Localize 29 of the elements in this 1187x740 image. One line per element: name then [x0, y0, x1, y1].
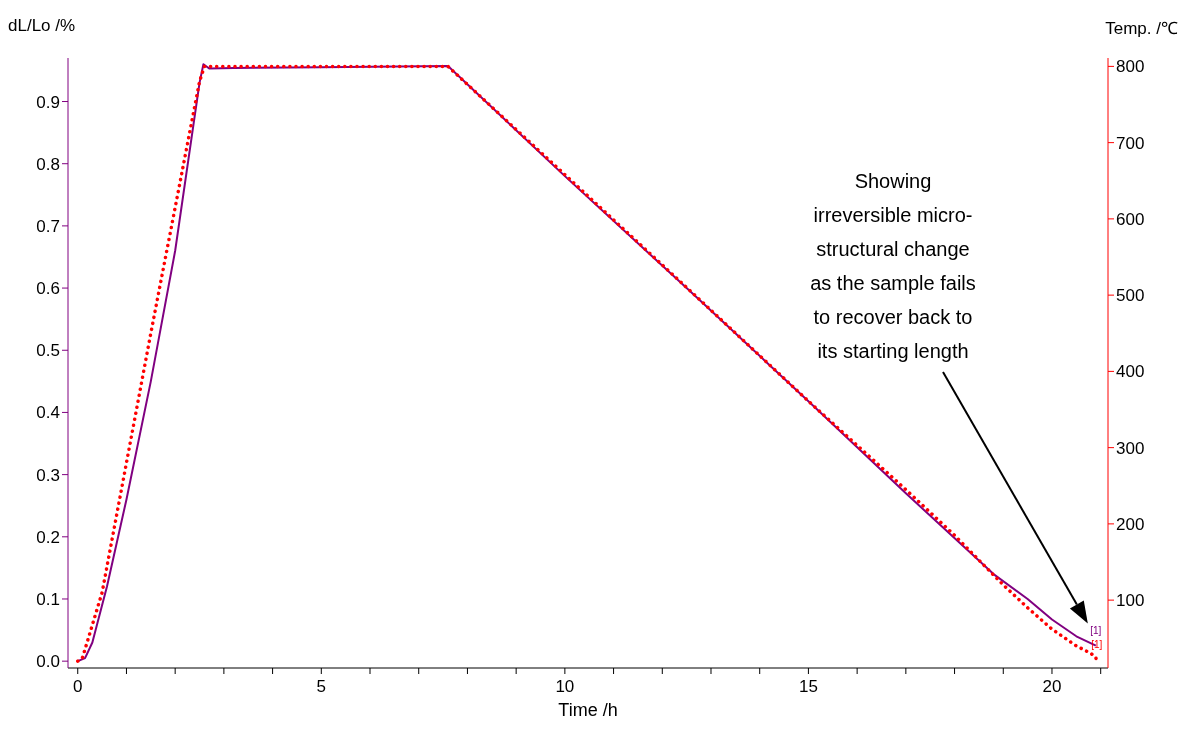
- y2-tick-label: 100: [1116, 591, 1145, 611]
- y2-tick-label: 400: [1116, 362, 1145, 382]
- y-tick-label: 0.2: [36, 527, 60, 547]
- y2-tick-label: 600: [1116, 209, 1145, 229]
- annotation: [1]: [1090, 624, 1102, 636]
- y2-tick-label: 200: [1116, 514, 1145, 534]
- y-tick-label: 0.6: [36, 279, 60, 299]
- annotation: [1]: [1091, 638, 1103, 650]
- y-axis-title: dL/Lo /%: [8, 16, 76, 36]
- y-tick-label: 0.0: [36, 652, 60, 672]
- x-axis-title: Time /h: [558, 700, 618, 720]
- y-tick-label: 0.4: [36, 403, 60, 423]
- x-tick-label: 0: [73, 677, 83, 696]
- y-tick-label: 0.8: [36, 154, 60, 174]
- x-tick-label: 20: [1042, 677, 1062, 696]
- y2-tick-label: 800: [1116, 57, 1145, 77]
- y-tick-label: 0.1: [36, 590, 60, 610]
- y2-axis-title: Temp. /℃: [1105, 18, 1178, 39]
- x-tick-label: 15: [798, 677, 818, 696]
- y2-tick-label: 700: [1116, 133, 1145, 153]
- y-tick-label: 0.7: [36, 216, 60, 236]
- y-tick-label: 0.3: [36, 465, 60, 485]
- y-tick-label: 0.5: [36, 341, 60, 361]
- y2-tick-label: 500: [1116, 286, 1145, 306]
- y2-tick-label: 300: [1116, 438, 1145, 458]
- y-tick-label: 0.9: [36, 92, 60, 112]
- x-tick-label: 5: [316, 677, 327, 696]
- x-tick-label: 10: [555, 677, 575, 696]
- annotation: Showing irreversible micro- structural change as the sample fails to recover back to its starting length: [810, 170, 976, 362]
